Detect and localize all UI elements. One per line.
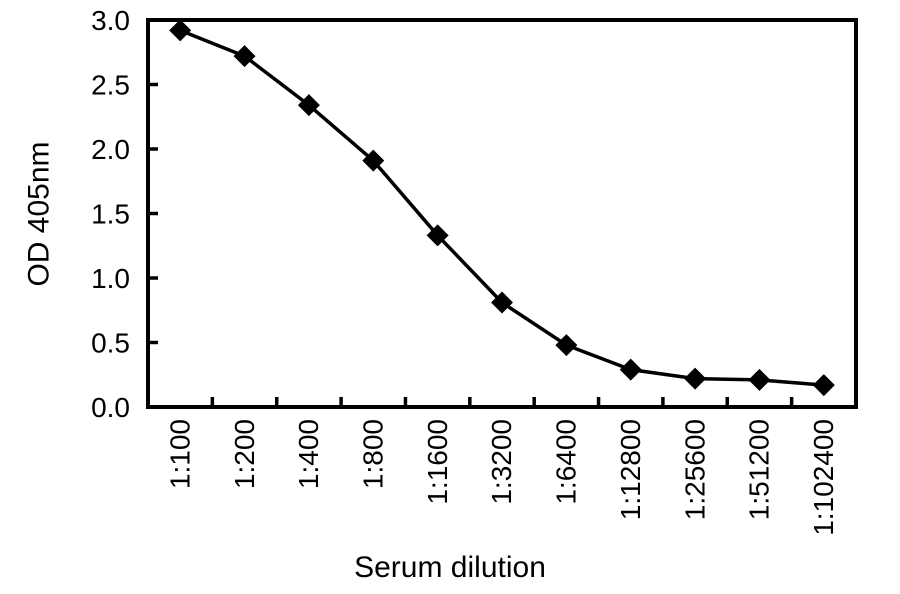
data-point-marker <box>491 291 513 314</box>
x-tick-label: 1:25600 <box>679 419 710 520</box>
x-tick-label: 1:800 <box>358 419 389 489</box>
x-tick-label: 1:51200 <box>744 419 775 520</box>
x-tick-label: 1:1600 <box>422 419 453 505</box>
x-axis-title: Serum dilution <box>354 551 546 584</box>
x-tick-label: 1:3200 <box>486 419 517 505</box>
data-point-marker <box>812 374 835 397</box>
plot-border <box>146 18 858 409</box>
data-point-marker <box>362 149 385 172</box>
x-tick-label: 1:100 <box>164 419 195 489</box>
data-point-marker <box>426 224 449 247</box>
x-tick-label: 1:12800 <box>615 419 646 520</box>
y-tick-label: 2.5 <box>91 69 130 100</box>
data-point-marker <box>619 358 642 381</box>
y-tick-label: 0.5 <box>91 327 130 358</box>
data-point-marker <box>169 19 192 42</box>
y-tick-label: 1.5 <box>91 198 130 229</box>
data-line <box>179 28 824 387</box>
data-point-marker <box>555 334 578 357</box>
x-tick-label: 1:6400 <box>551 419 582 505</box>
y-tick-label: 0.0 <box>91 392 130 423</box>
data-point-marker <box>748 368 771 391</box>
data-point-marker <box>233 45 256 68</box>
y-axis-title: OD 405nm <box>23 141 56 286</box>
y-tick-label: 2.0 <box>91 134 130 165</box>
y-tick-label: 1.0 <box>91 263 130 294</box>
data-point-marker <box>297 94 320 117</box>
x-tick-label: 1:400 <box>293 419 324 489</box>
x-tick-label: 1:200 <box>229 419 260 489</box>
x-tick-label: 1:102400 <box>808 419 839 536</box>
data-point-marker <box>684 367 707 390</box>
y-tick-label: 3.0 <box>91 5 130 36</box>
